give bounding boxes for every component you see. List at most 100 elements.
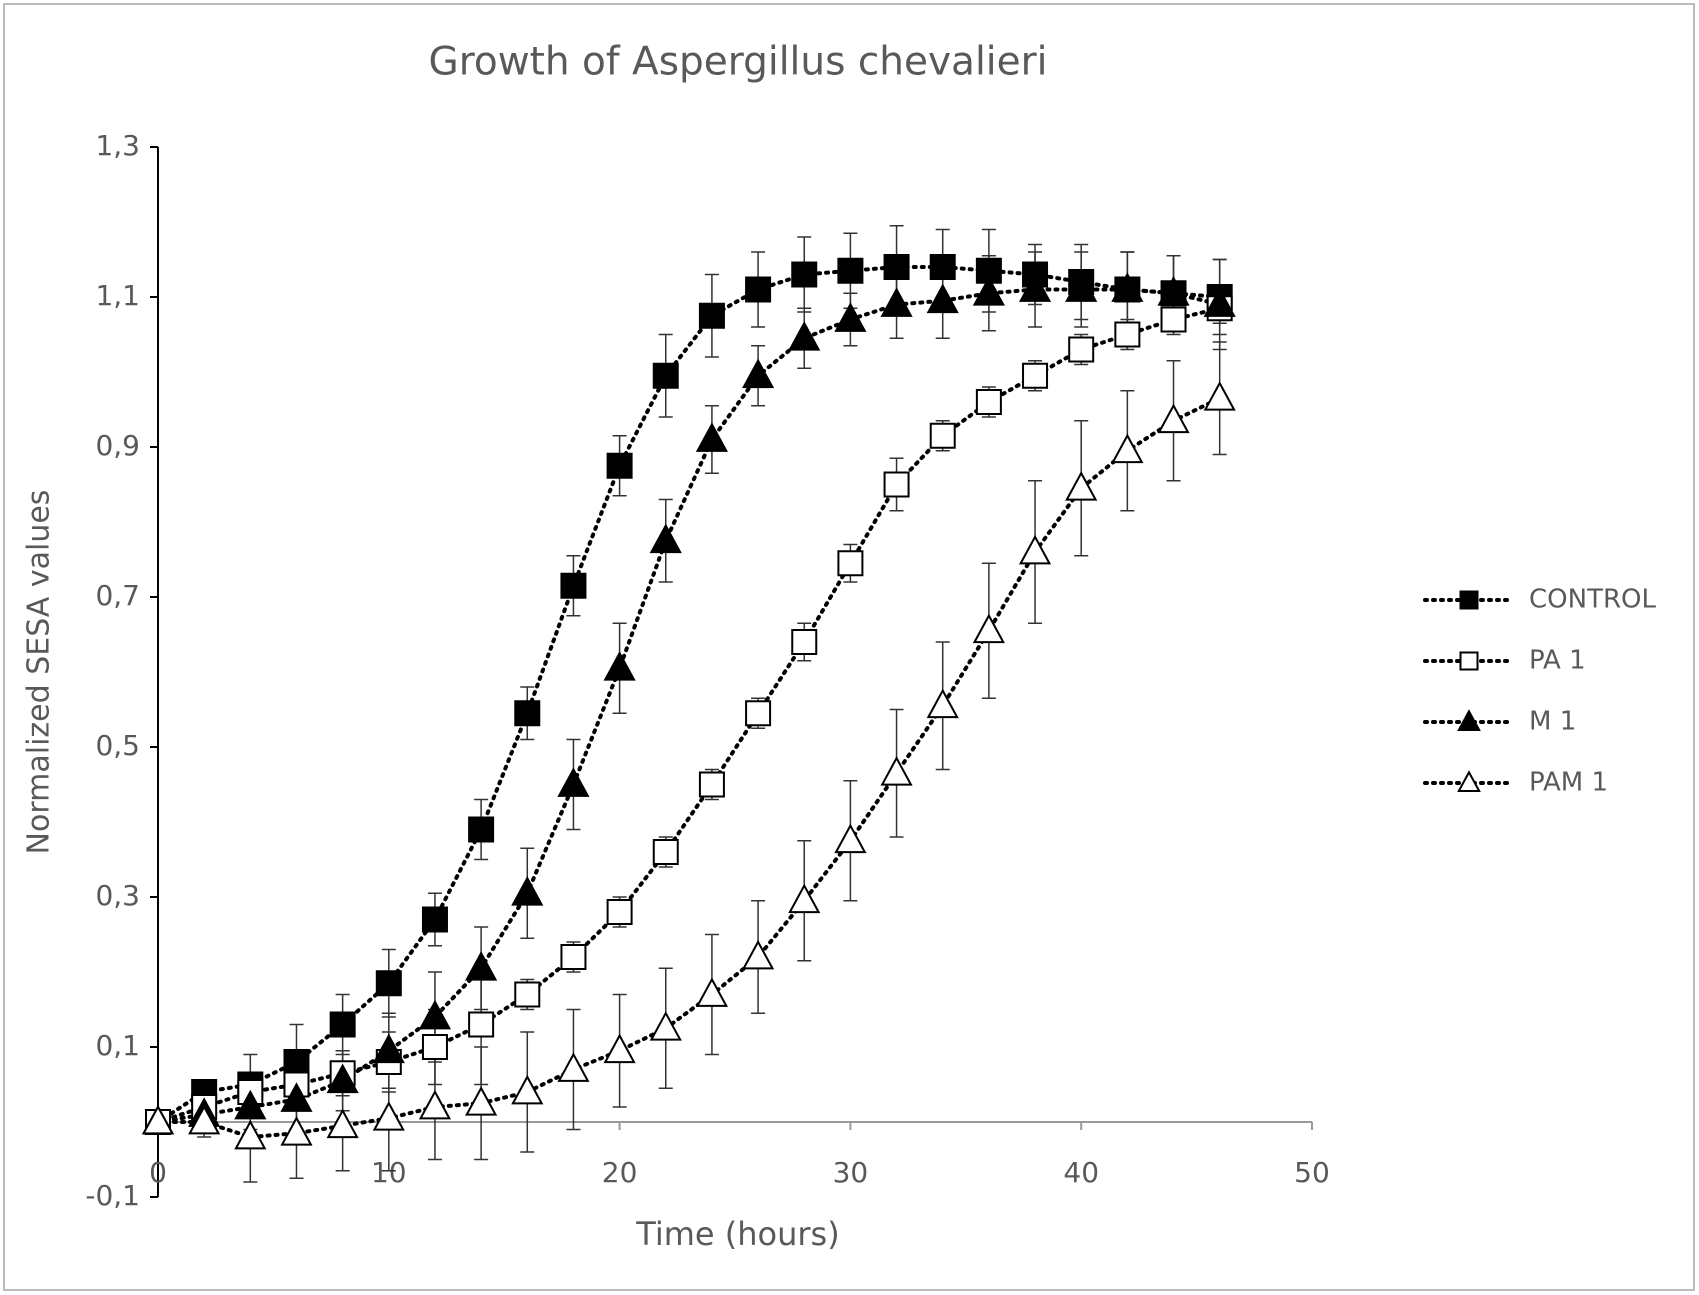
data-point: [791, 261, 818, 288]
data-point: [468, 1011, 495, 1038]
y-tick-label: 0,7: [95, 579, 140, 612]
data-point: [972, 276, 1005, 306]
data-point: [141, 1104, 175, 1135]
data-point: [372, 1033, 405, 1064]
data-point: [283, 1049, 310, 1075]
legend-marker: [1457, 770, 1481, 793]
data-point: [418, 1089, 452, 1120]
data-point: [329, 1011, 356, 1038]
data-point: [652, 839, 679, 865]
legend-label: CONTROL: [1529, 585, 1656, 615]
data-point: [560, 944, 587, 970]
data-point: [280, 1116, 313, 1146]
data-point: [372, 1101, 405, 1131]
data-point: [468, 816, 495, 843]
legend-marker: [1457, 709, 1481, 732]
data-point: [834, 302, 867, 332]
data-point: [1203, 381, 1236, 411]
data-point: [880, 756, 913, 786]
data-point: [745, 276, 772, 303]
data-point: [741, 939, 775, 970]
data-point: [972, 613, 1005, 644]
y-tick-label: 0,1: [95, 1029, 140, 1062]
data-point: [326, 1108, 359, 1139]
x-tick-label: 40: [1063, 1156, 1099, 1189]
x-tick-label: 0: [149, 1156, 167, 1189]
data-point: [1065, 272, 1098, 302]
data-point: [652, 362, 679, 389]
data-point: [1018, 272, 1052, 302]
data-point: [606, 452, 633, 479]
x-axis-label: Time (hours): [635, 1215, 839, 1253]
data-point: [834, 823, 867, 854]
data-point: [788, 321, 821, 351]
data-point: [603, 1033, 636, 1064]
x-tick-label: 20: [602, 1156, 638, 1189]
data-point: [1018, 534, 1052, 565]
data-point: [788, 883, 821, 914]
y-tick-label: 1,1: [95, 279, 140, 312]
legend-label: PA 1: [1529, 646, 1586, 676]
data-point: [1157, 276, 1190, 306]
data-point: [1022, 362, 1049, 389]
data-point: [745, 700, 772, 727]
data-point: [883, 254, 910, 280]
data-point: [837, 550, 864, 577]
data-point: [837, 257, 864, 284]
data-point: [1111, 272, 1144, 302]
y-tick-label: 0,3: [95, 879, 140, 912]
data-point: [1160, 306, 1187, 333]
data-point: [791, 629, 818, 655]
data-point: [511, 1074, 544, 1105]
data-point: [649, 523, 682, 554]
data-point: [695, 977, 729, 1007]
x-tick-label: 30: [833, 1156, 869, 1189]
data-point: [560, 572, 587, 599]
data-point: [929, 422, 956, 449]
legend-marker: [1459, 590, 1479, 610]
data-point: [880, 287, 913, 317]
data-point: [514, 981, 541, 1008]
data-point: [1065, 471, 1098, 501]
data-point: [698, 771, 725, 798]
data-point: [421, 906, 448, 933]
y-axis-label: Normalized SESA values: [22, 490, 57, 855]
data-point: [465, 951, 498, 981]
data-point: [465, 1086, 498, 1116]
data-point: [926, 688, 959, 719]
y-tick-label: 0,5: [95, 729, 140, 762]
data-point: [975, 389, 1002, 415]
data-point: [1111, 433, 1144, 464]
data-point: [649, 1011, 682, 1041]
legend-label: PAM 1: [1529, 768, 1608, 798]
legend-label: M 1: [1529, 707, 1576, 737]
x-tick-label: 50: [1294, 1156, 1330, 1189]
data-point: [883, 471, 910, 498]
data-point: [741, 358, 775, 389]
data-point: [606, 899, 633, 925]
data-point: [511, 876, 544, 906]
data-point: [926, 283, 959, 314]
data-point: [1068, 336, 1095, 363]
y-tick-label: 1,3: [95, 129, 140, 162]
data-point: [1157, 403, 1190, 434]
data-point: [557, 767, 590, 797]
data-point: [603, 651, 636, 681]
data-point: [929, 254, 956, 280]
data-point: [421, 1034, 448, 1060]
chart-title: Growth of Aspergillus chevalieri: [428, 40, 1047, 85]
data-point: [514, 700, 541, 727]
legend-marker: [1459, 651, 1479, 671]
y-tick-label: 0,9: [95, 429, 140, 462]
data-point: [375, 970, 402, 997]
data-point: [695, 422, 729, 452]
data-point: [1114, 321, 1141, 348]
data-point: [280, 1082, 313, 1112]
data-point: [557, 1052, 590, 1082]
data-point: [698, 302, 725, 329]
y-tick-label: -0,1: [85, 1179, 140, 1212]
data-point: [418, 999, 452, 1030]
data-point: [1203, 287, 1236, 317]
data-point: [188, 1104, 221, 1135]
